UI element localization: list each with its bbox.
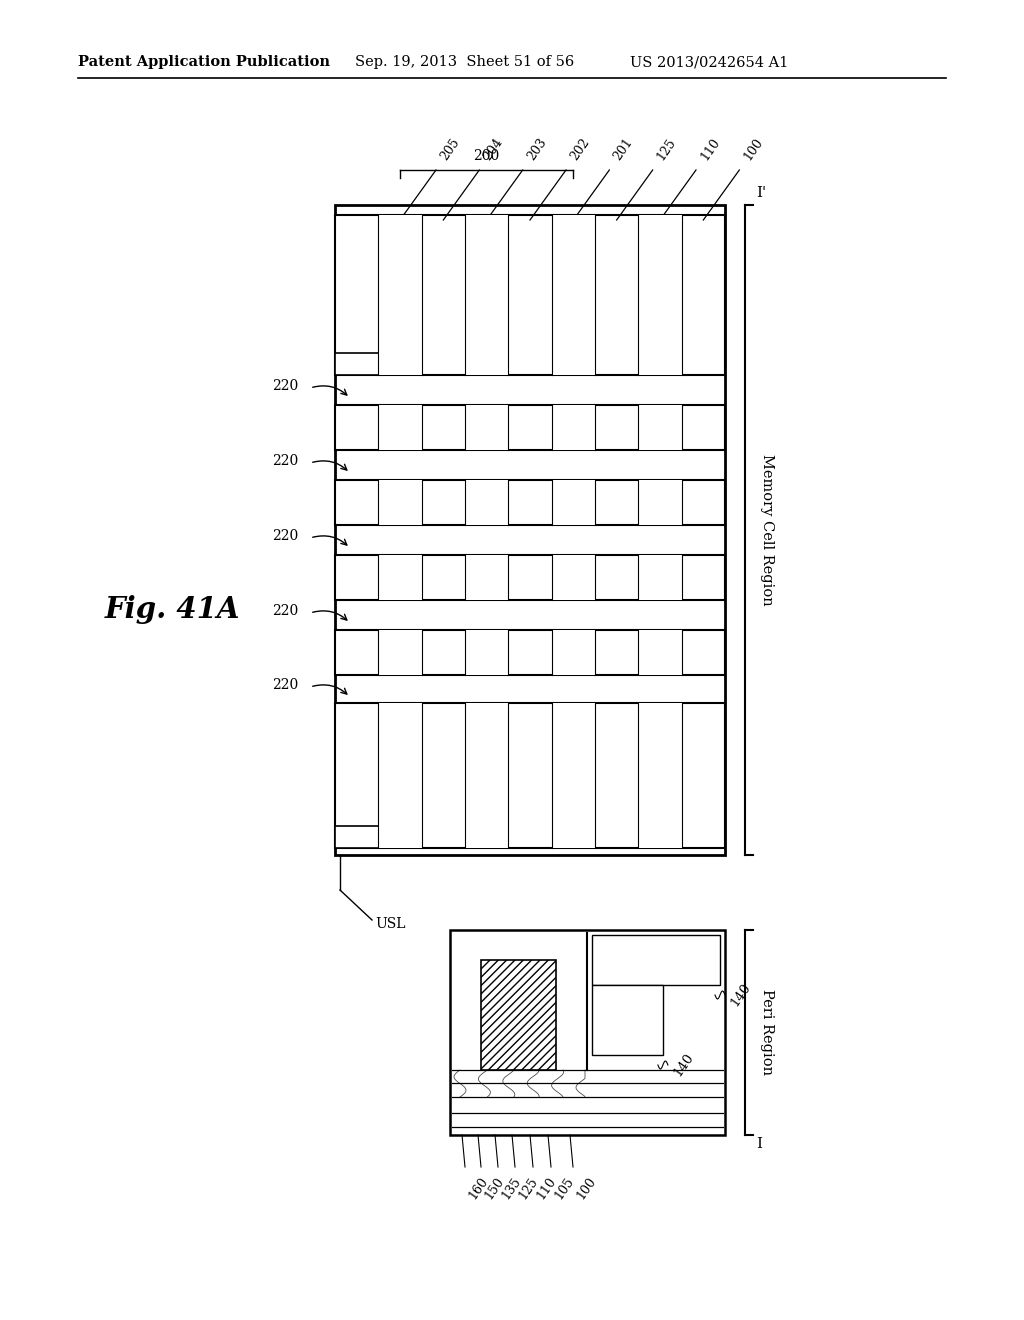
Bar (335, 352, 390, 375)
Bar (465, 480, 508, 525)
Bar (465, 215, 508, 375)
Bar (335, 405, 725, 450)
Text: Patent Application Publication: Patent Application Publication (78, 55, 330, 69)
Text: 220: 220 (271, 605, 298, 618)
Bar (465, 405, 508, 450)
Text: 202: 202 (568, 136, 592, 162)
Bar (335, 554, 725, 601)
Text: 220: 220 (271, 529, 298, 543)
Bar (378, 554, 422, 601)
Bar (378, 215, 422, 375)
Text: 110: 110 (534, 1175, 558, 1203)
Text: 220: 220 (271, 379, 298, 393)
Bar (335, 205, 725, 855)
Text: 135: 135 (499, 1175, 523, 1203)
Text: I': I' (756, 186, 766, 201)
Bar (335, 704, 725, 847)
Text: USL: USL (375, 917, 406, 931)
Bar (638, 554, 682, 601)
Bar (450, 931, 725, 1135)
Bar (378, 405, 422, 450)
Text: Sep. 19, 2013  Sheet 51 of 56: Sep. 19, 2013 Sheet 51 of 56 (355, 55, 574, 69)
Text: 140: 140 (728, 981, 753, 1008)
Text: 205: 205 (438, 136, 462, 162)
Bar (378, 480, 422, 525)
Bar (335, 826, 390, 847)
Bar (638, 630, 682, 675)
Text: 150: 150 (482, 1175, 506, 1203)
Text: 125: 125 (516, 1175, 541, 1203)
Text: 100: 100 (741, 136, 766, 162)
Bar (465, 630, 508, 675)
Bar (465, 704, 508, 847)
Text: 201: 201 (611, 136, 636, 162)
Text: 220: 220 (271, 454, 298, 469)
Bar (335, 630, 725, 675)
Bar (378, 630, 422, 675)
Text: I: I (756, 1137, 762, 1151)
Bar (552, 480, 595, 525)
Bar (552, 704, 595, 847)
Bar (481, 960, 556, 1071)
Bar (638, 704, 682, 847)
Bar (378, 704, 422, 847)
Bar (592, 935, 720, 985)
Bar (335, 480, 725, 525)
Text: Memory Cell Region: Memory Cell Region (760, 454, 774, 606)
Text: 220: 220 (271, 678, 298, 692)
Text: US 2013/0242654 A1: US 2013/0242654 A1 (630, 55, 788, 69)
Bar (552, 405, 595, 450)
Text: 140: 140 (671, 1051, 696, 1078)
Bar (552, 215, 595, 375)
Text: 110: 110 (698, 136, 722, 162)
Bar (638, 480, 682, 525)
Bar (592, 985, 663, 1055)
Text: 160: 160 (466, 1175, 490, 1203)
Text: 200: 200 (473, 149, 500, 162)
Text: 105: 105 (552, 1175, 577, 1203)
Bar (335, 215, 725, 375)
Bar (552, 554, 595, 601)
Bar (465, 554, 508, 601)
Text: Peri Region: Peri Region (760, 989, 774, 1074)
Bar (638, 405, 682, 450)
Bar (552, 630, 595, 675)
Text: 125: 125 (654, 136, 679, 162)
Bar (638, 215, 682, 375)
Text: 203: 203 (524, 136, 549, 162)
Text: 204: 204 (481, 136, 506, 162)
Text: Fig. 41A: Fig. 41A (105, 595, 241, 624)
Text: 100: 100 (574, 1175, 598, 1203)
